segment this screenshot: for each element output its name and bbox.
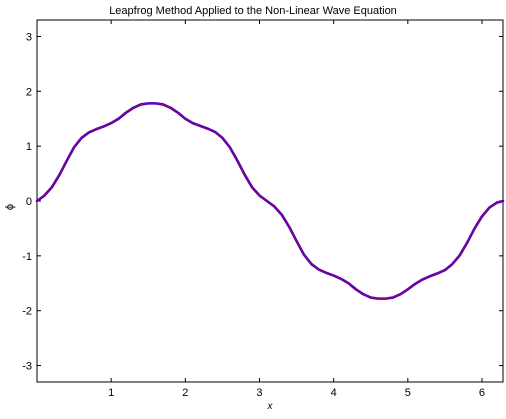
plot-area: 1 2 3 4 5 6 3 2 1 0 -1 -2 -3 (22, 19, 505, 399)
x-axis-label: x (267, 401, 274, 412)
y-tick-label: 1 (26, 141, 32, 153)
y-tick-label: 3 (26, 31, 32, 43)
y-tick-label: -2 (22, 306, 32, 318)
y-tick-label: 0 (26, 196, 32, 208)
x-tick-label: 2 (182, 387, 188, 399)
x-tick-label: 5 (405, 387, 411, 399)
y-axis-label: ϕ (4, 204, 16, 210)
x-tick-label: 1 (108, 387, 114, 399)
x-tick-label: 4 (331, 387, 337, 399)
y-tick-label: -3 (22, 361, 32, 373)
y-tick-label: -1 (22, 251, 32, 263)
x-tick-label: 3 (256, 387, 262, 399)
series-line-2 (36, 102, 504, 300)
y-tick-label: 2 (26, 86, 32, 98)
chart-title: Leapfrog Method Applied to the Non-Linea… (109, 5, 397, 17)
x-tick-label: 6 (479, 387, 485, 399)
